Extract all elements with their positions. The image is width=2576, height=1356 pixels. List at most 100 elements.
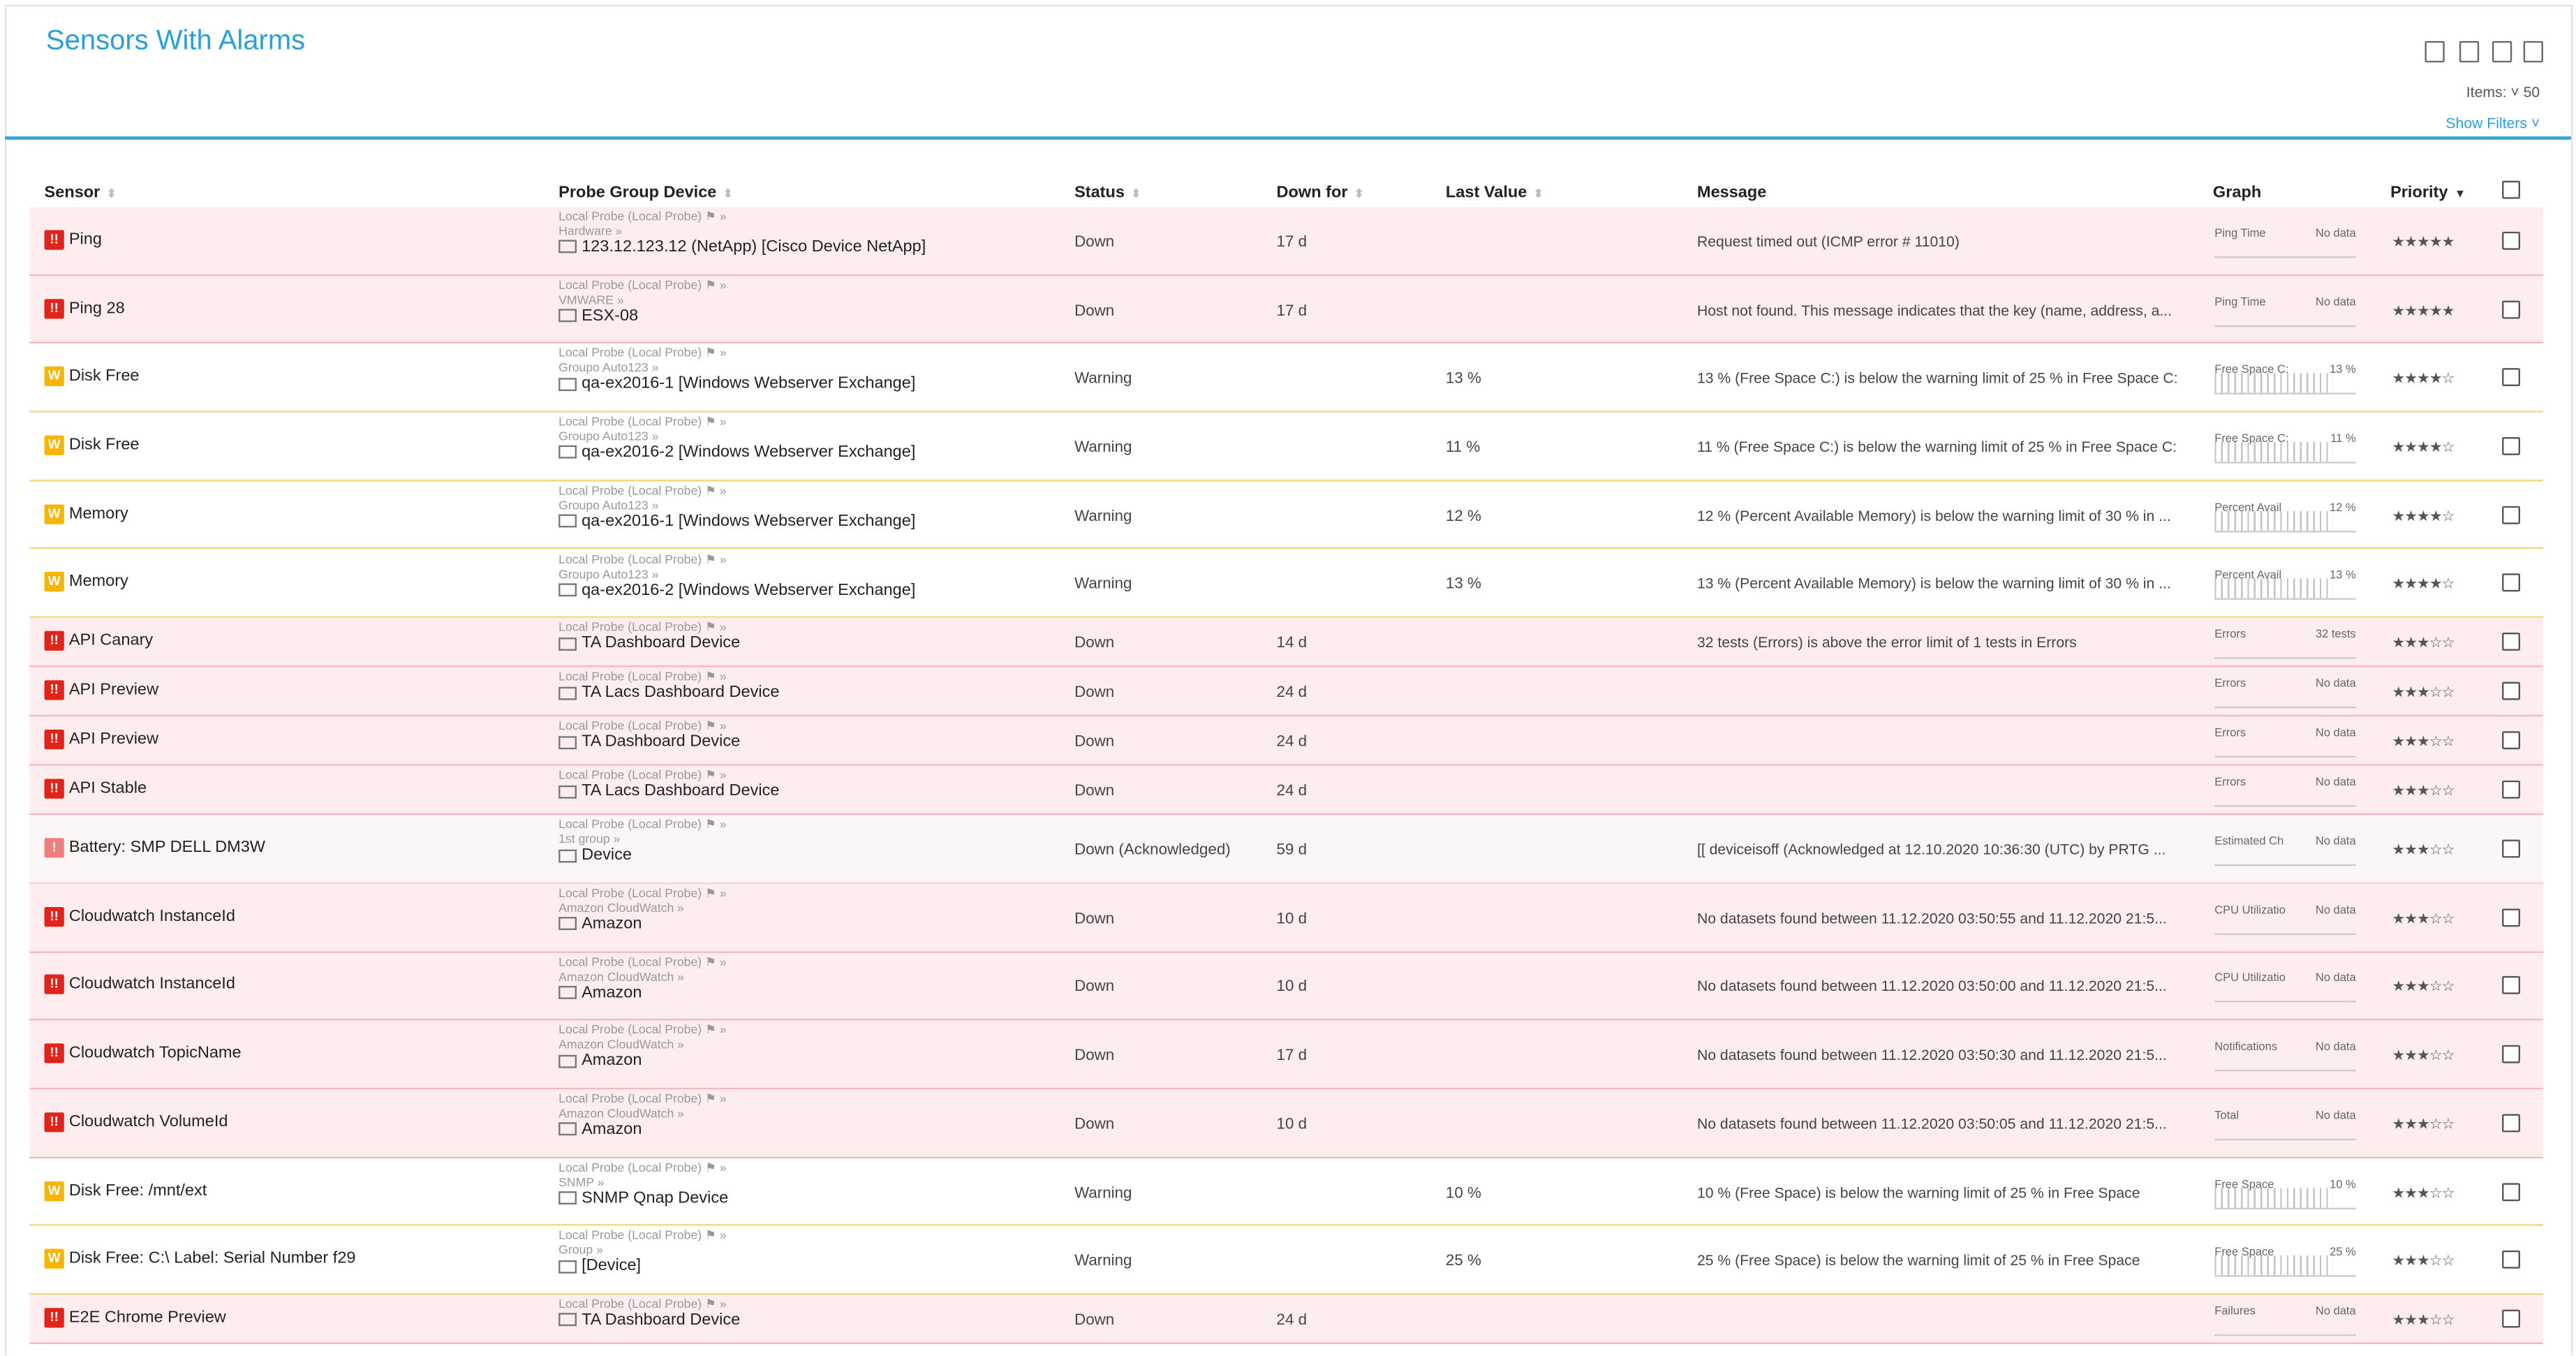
sensor-name[interactable]: Cloudwatch VolumeId [68,1113,228,1131]
group-name[interactable]: Amazon CloudWatch [558,968,674,984]
sensor-name[interactable]: API Preview [68,730,159,749]
row-checkbox[interactable] [2502,505,2520,524]
device-name[interactable]: SNMP Qnap Device [582,1189,729,1207]
group-name[interactable]: Groupo Auto123 [558,429,649,444]
group-name[interactable]: Groupo Auto123 [558,497,649,513]
priority-stars[interactable]: ★★★☆☆ [2392,1047,2455,1063]
sensor-name[interactable]: Cloudwatch InstanceId [68,975,235,994]
items-selector[interactable]: Items: ˅ 50 [2466,84,2540,101]
mail-button[interactable] [2523,40,2543,63]
device-name[interactable]: Amazon [582,983,642,1002]
priority-stars[interactable]: ★★★☆☆ [2392,910,2455,927]
sensor-name[interactable]: Memory [68,504,128,523]
row-checkbox[interactable] [2502,574,2520,593]
device-name[interactable]: Device [582,846,632,865]
sensor-name[interactable]: Cloudwatch TopicName [68,1044,242,1063]
row-checkbox[interactable] [2502,231,2520,250]
device-name[interactable]: TA Dashboard Device [582,1311,741,1330]
priority-stars[interactable]: ★★★☆☆ [2392,733,2455,750]
probe-name[interactable]: Local Probe (Local Probe) [558,619,702,635]
group-name[interactable]: VMWARE [558,292,614,307]
row-checkbox[interactable] [2502,1182,2520,1201]
device-name[interactable]: TA Dashboard Device [582,733,741,751]
row-checkbox[interactable] [2502,368,2520,387]
priority-stars[interactable]: ★★★☆☆ [2392,1252,2455,1269]
priority-stars[interactable]: ★★★☆☆ [2392,634,2455,651]
probe-name[interactable]: Local Probe (Local Probe) [558,718,702,734]
priority-stars[interactable]: ★★★★★ [2392,233,2455,250]
row-checkbox[interactable] [2502,908,2520,927]
probe-name[interactable]: Local Probe (Local Probe) [558,414,702,429]
sensor-name[interactable]: Ping [68,230,102,249]
group-name[interactable]: SNMP [558,1174,594,1190]
column-header[interactable]: Graph [2213,184,2261,202]
open-button[interactable] [2425,40,2445,63]
probe-name[interactable]: Local Probe (Local Probe) [558,1159,702,1174]
device-name[interactable]: qa-ex2016-2 [Windows Webserver Exchange] [582,443,916,462]
sensor-name[interactable]: Cloudwatch InstanceId [68,907,235,926]
sensor-name[interactable]: Disk Free [68,436,140,455]
device-name[interactable]: Amazon [582,915,642,934]
sensor-name[interactable]: Memory [68,573,128,591]
row-checkbox[interactable] [2502,436,2520,455]
show-filters[interactable]: Show Filters ˅ [2445,115,2540,132]
device-name[interactable]: TA Dashboard Device [582,634,741,653]
group-name[interactable]: Groupo Auto123 [558,566,649,581]
device-name[interactable]: Amazon [582,1120,642,1139]
probe-name[interactable]: Local Probe (Local Probe) [558,669,702,684]
priority-stars[interactable]: ★★★☆☆ [2392,841,2455,858]
row-checkbox[interactable] [2502,1045,2520,1063]
group-name[interactable]: Amazon CloudWatch [558,1037,674,1052]
priority-stars[interactable]: ★★★★★ [2392,301,2455,318]
device-name[interactable]: TA Lacs Dashboard Device [582,684,780,702]
priority-stars[interactable]: ★★★★☆ [2392,370,2455,387]
column-header[interactable]: Last Value ⬍ [1446,184,1544,202]
row-checkbox[interactable] [2502,1251,2520,1269]
column-header[interactable]: Probe Group Device ⬍ [558,184,732,202]
row-checkbox[interactable] [2502,731,2520,750]
row-checkbox[interactable] [2502,633,2520,651]
group-name[interactable]: Amazon CloudWatch [558,1105,674,1121]
device-name[interactable]: qa-ex2016-1 [Windows Webserver Exchange] [582,512,916,531]
sensor-name[interactable]: API Preview [68,681,159,700]
probe-name[interactable]: Local Probe (Local Probe) [558,767,702,783]
priority-stars[interactable]: ★★★★☆ [2392,507,2455,524]
device-name[interactable]: ESX-08 [582,307,639,325]
sensor-name[interactable]: Battery: SMP DELL DM3W [68,839,266,857]
device-name[interactable]: qa-ex2016-1 [Windows Webserver Exchange] [582,375,916,394]
sensor-name[interactable]: Disk Free: /mnt/ext [68,1181,207,1200]
group-name[interactable]: Amazon CloudWatch [558,900,674,915]
group-name[interactable]: Groupo Auto123 [558,360,649,376]
select-all-checkbox[interactable] [2502,180,2520,199]
group-name[interactable]: 1st group [558,832,610,847]
row-checkbox[interactable] [2502,839,2520,858]
sensor-name[interactable]: Ping 28 [68,299,125,318]
row-checkbox[interactable] [2502,976,2520,995]
export-button[interactable] [2492,40,2512,63]
row-checkbox[interactable] [2502,300,2520,318]
probe-name[interactable]: Local Probe (Local Probe) [558,1228,702,1244]
probe-name[interactable]: Local Probe (Local Probe) [558,482,702,498]
row-checkbox[interactable] [2502,1114,2520,1133]
column-header[interactable]: Priority ▼ [2390,184,2466,202]
sensor-name[interactable]: API Stable [68,780,147,799]
sensor-name[interactable]: Disk Free: C:\ Label: Serial Number f29 [68,1250,356,1269]
group-name[interactable]: Group [558,1243,593,1258]
device-name[interactable]: Amazon [582,1052,642,1070]
priority-stars[interactable]: ★★★★☆ [2392,439,2455,455]
probe-name[interactable]: Local Probe (Local Probe) [558,1296,702,1312]
csv-button[interactable] [2459,40,2480,63]
probe-name[interactable]: Local Probe (Local Probe) [558,1022,702,1038]
row-checkbox[interactable] [2502,781,2520,799]
priority-stars[interactable]: ★★★☆☆ [2392,684,2455,700]
priority-stars[interactable]: ★★★☆☆ [2392,1184,2455,1201]
column-header[interactable]: Down for ⬍ [1277,184,1364,202]
priority-stars[interactable]: ★★★☆☆ [2392,1115,2455,1133]
row-checkbox[interactable] [2502,682,2520,700]
probe-name[interactable]: Local Probe (Local Probe) [558,817,702,832]
probe-name[interactable]: Local Probe (Local Probe) [558,208,702,224]
probe-name[interactable]: Local Probe (Local Probe) [558,885,702,901]
sensor-name[interactable]: Disk Free [68,367,140,386]
device-name[interactable]: [Device] [582,1258,642,1276]
device-name[interactable]: TA Lacs Dashboard Device [582,782,780,801]
